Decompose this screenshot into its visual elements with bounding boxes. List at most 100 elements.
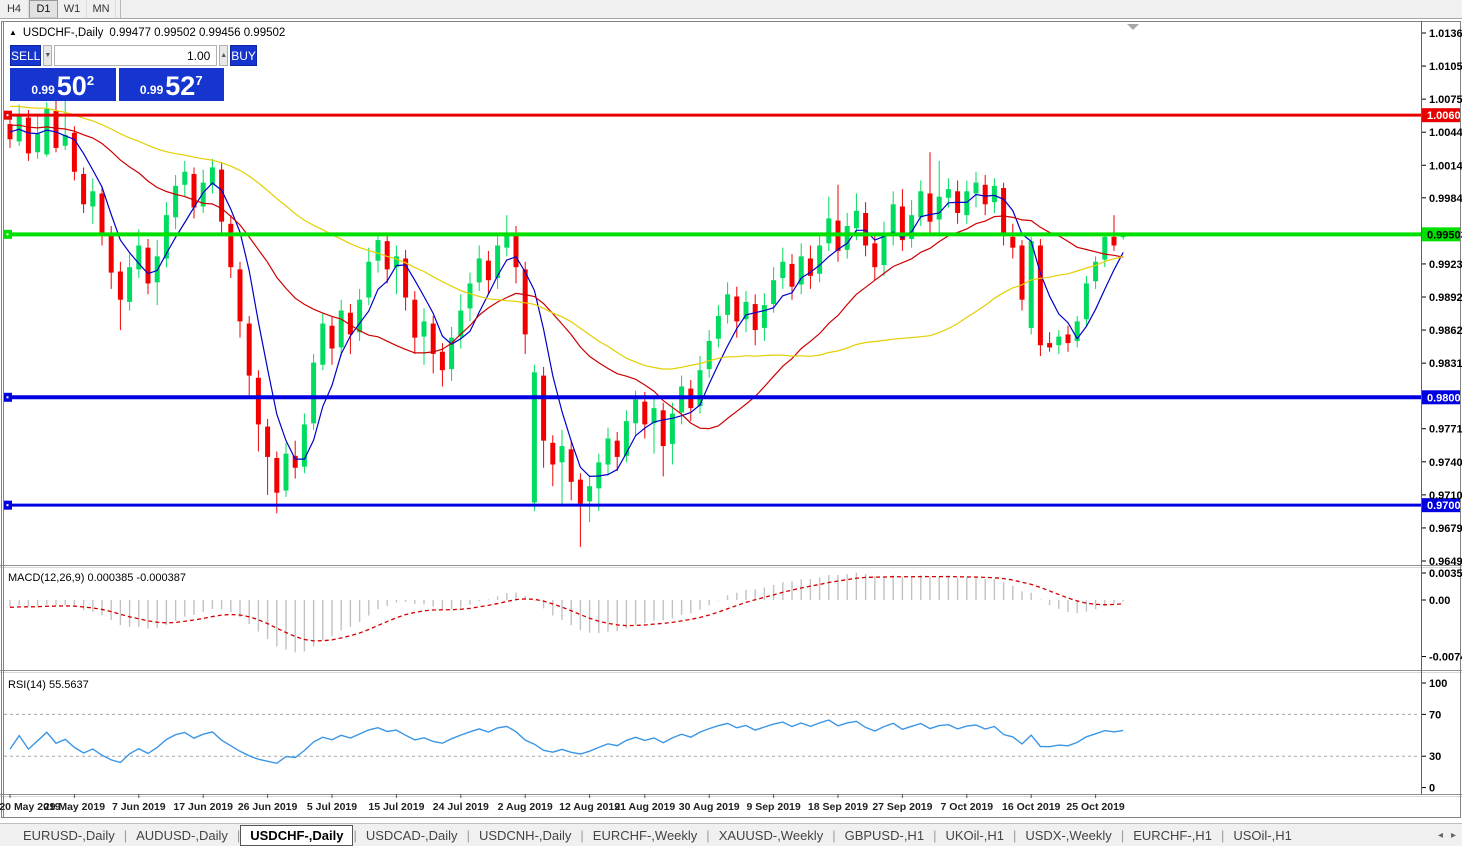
tab-separator: | [1120,827,1125,843]
collapse-panel-icon[interactable]: ▲ [9,27,17,37]
chart-tab-eurchf-h1[interactable]: EURCHF-,H1 [1133,827,1212,843]
chart-tab-audusd-daily[interactable]: AUDUSD-,Daily [136,827,228,843]
volume-decrease-button[interactable]: ▼ [43,45,53,66]
buy-price-box[interactable]: 0.99 52 7 [118,68,224,101]
tab-separator: | [1012,827,1017,843]
chart-tab-ukoil-h1[interactable]: UKOil-,H1 [945,827,1004,843]
svg-text:0.00: 0.00 [1429,595,1450,607]
chart-tab-usdx-weekly[interactable]: USDX-,Weekly [1025,827,1112,843]
tab-separator: | [580,827,584,843]
one-click-trade-panel: SELL ▼ ▲ BUY 0.99 50 2 0.99 52 7 [10,45,257,101]
svg-text:2 Aug 2019: 2 Aug 2019 [498,801,553,813]
svg-text:25 Oct 2019: 25 Oct 2019 [1066,801,1125,813]
buy-price-prefix: 0.99 [139,83,164,97]
chart-tab-usdcad-daily[interactable]: USDCAD-,Daily [365,827,458,843]
hline-1.00602[interactable]: 1.00602 [3,108,1462,123]
timeframe-d1-button[interactable]: D1 [29,0,58,18]
sell-button[interactable]: SELL [10,45,42,66]
svg-text:20 May 2019: 20 May 2019 [0,801,61,813]
tab-separator: | [1220,827,1225,843]
tab-separator: | [466,827,470,843]
sell-price-pip: 2 [86,73,95,88]
timeframe-h4-button[interactable]: H4 [0,0,29,18]
chart-tab-usdchf-daily[interactable]: USDCHF-,Daily [240,824,354,846]
svg-text:26 Jun 2019: 26 Jun 2019 [238,801,298,813]
svg-text:0.97005: 0.97005 [1427,500,1462,512]
svg-text:0.97405: 0.97405 [1429,457,1462,469]
svg-text:0.003574: 0.003574 [1429,568,1462,580]
chart-tab-usdcnh-daily[interactable]: USDCNH-,Daily [478,827,572,843]
tab-scroll-left-icon[interactable]: ◂ [1437,829,1443,841]
svg-text:0.98315: 0.98315 [1429,358,1462,370]
svg-text:1.01055: 1.01055 [1429,61,1462,73]
svg-text:0.96795: 0.96795 [1429,523,1462,535]
timeframe-toolbar: H4 D1 W1 MN [0,0,1462,19]
candlesticks [7,85,1126,547]
buy-button[interactable]: BUY [230,45,257,66]
svg-text:70: 70 [1429,709,1441,721]
sell-price-box[interactable]: 0.99 50 2 [10,68,116,101]
svg-text:7 Jun 2019: 7 Jun 2019 [112,801,166,813]
svg-text:0.99503: 0.99503 [1427,229,1462,241]
svg-text:0.98925: 0.98925 [1429,292,1462,304]
symbol-period-label: USDCHF-,Daily [22,27,104,39]
svg-text:12 Aug 2019: 12 Aug 2019 [559,801,620,813]
svg-text:-0.00749: -0.00749 [1429,652,1462,664]
timeframe-w1-button[interactable]: W1 [58,0,87,18]
chart-tab-usoil-h1[interactable]: USOil-,H1 [1233,827,1292,843]
svg-text:16 Oct 2019: 16 Oct 2019 [1002,801,1061,813]
rsi-axis: 100 70 30 0 [1422,678,1447,795]
tab-scroll-arrows: ◂ ▸ [1438,830,1456,841]
svg-text:24 Jul 2019: 24 Jul 2019 [433,801,489,813]
hline-0.99503[interactable]: 0.99503 [3,227,1462,242]
macd-label: MACD(12,26,9) 0.000385 -0.000387 [8,572,186,584]
volume-input[interactable] [54,45,218,66]
tab-scroll-right-icon[interactable]: ▸ [1450,829,1456,841]
tab-separator: | [832,827,836,843]
chart-title: ▲ USDCHF-,Daily 0.99477 0.99502 0.99456 … [9,27,285,39]
svg-text:7 Oct 2019: 7 Oct 2019 [941,801,994,813]
hline-0.97005[interactable]: 0.97005 [3,498,1462,513]
svg-text:1.00445: 1.00445 [1429,127,1462,139]
chart-tab-gbpusd-h1[interactable]: GBPUSD-,H1 [844,827,925,843]
chart-tab-xauusd-weekly[interactable]: XAUUSD-,Weekly [718,827,824,843]
tab-separator: | [353,827,357,843]
volume-increase-button[interactable]: ▲ [219,45,229,66]
ohlc-values: 0.99477 0.99502 0.99456 0.99502 [109,27,286,39]
svg-text:1.00602: 1.00602 [1427,110,1462,122]
ma-fast [9,128,1124,478]
toolbar-separator [120,0,121,18]
chart-tab-eurchf-weekly[interactable]: EURCHF-,Weekly [592,827,698,843]
svg-text:29 May 2019: 29 May 2019 [44,801,105,813]
svg-text:9 Sep 2019: 9 Sep 2019 [746,801,800,813]
buy-price-big: 52 [165,71,196,101]
buy-price-pip: 7 [195,73,203,88]
ma-slow [9,105,1124,370]
svg-text:17 Jun 2019: 17 Jun 2019 [173,801,233,813]
chart-tab-eurusd-daily[interactable]: EURUSD-,Daily [23,827,115,843]
ma-mid [9,124,1124,430]
tab-separator: | [706,827,710,843]
sell-price-prefix: 0.99 [31,83,55,97]
rsi-panel [4,713,1420,765]
rsi-label: RSI(14) 55.5637 [8,679,89,691]
timeframe-mn-button[interactable]: MN [87,0,116,18]
tab-separator: | [123,827,128,843]
chart-shift-marker-icon[interactable] [1127,24,1139,30]
macd-axis: 0.003574 0.00 -0.00749 [1422,568,1462,664]
tab-separator: | [933,827,937,843]
svg-text:1.01360: 1.01360 [1429,28,1462,40]
svg-text:0: 0 [1429,783,1435,795]
macd-panel [9,572,1124,653]
